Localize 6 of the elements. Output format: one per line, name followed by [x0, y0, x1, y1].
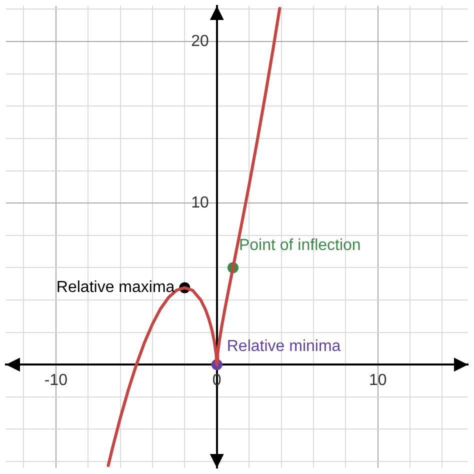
- x-tick-label: 10: [368, 372, 387, 390]
- annotation: Point of inflection: [238, 237, 361, 254]
- annotation: Relative minima: [226, 338, 341, 356]
- annotation: Relative maxima: [56, 279, 175, 296]
- y-tick-label: 20: [191, 32, 209, 50]
- x-tick-label: -10: [44, 372, 68, 390]
